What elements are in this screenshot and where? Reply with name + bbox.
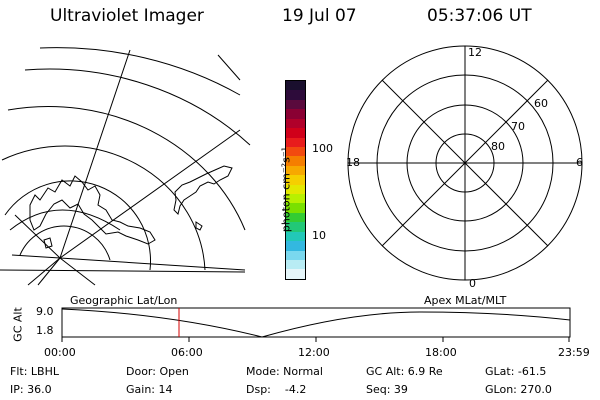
colorbar-segment: [286, 156, 305, 166]
colorbar-segment: [286, 90, 305, 100]
meridian: [11, 254, 61, 259]
lat-circle: [19, 225, 111, 261]
coastline: [195, 221, 203, 231]
colorbar-segment: [286, 128, 305, 138]
glon-value: GLon: 270.0: [485, 383, 552, 396]
colorbar-segment: [286, 194, 305, 204]
colorbar-segment: [286, 109, 305, 119]
meridian: [59, 49, 131, 259]
polar-label-top: 12: [468, 46, 482, 59]
lat-circle: [7, 106, 246, 231]
meridian: [59, 129, 241, 259]
lat-circle: [9, 209, 121, 231]
xtick-label-0600: 06:00: [171, 346, 203, 359]
meridian: [27, 257, 61, 286]
lat-circle: [4, 180, 151, 271]
polar-label-right: 6: [576, 156, 583, 169]
polar-lat-80: 80: [491, 140, 505, 153]
colorbar-segment: [286, 99, 305, 110]
altitude-curve: [61, 308, 571, 338]
colorbar-segment: [286, 118, 305, 129]
polar-lat-70: 70: [511, 120, 525, 133]
timeline-frame: [61, 307, 571, 338]
colorbar-segment: [286, 184, 305, 195]
colorbar-segment: [286, 212, 305, 223]
time-label: 05:37:06 UT: [427, 6, 532, 26]
door-value: Door: Open: [126, 365, 189, 378]
geographic-map: [0, 47, 251, 286]
coastline: [29, 175, 156, 245]
gc-alt-value: GC Alt: 6.9 Re: [366, 365, 443, 378]
coastline: [43, 237, 53, 249]
colorbar-segment: [286, 175, 305, 185]
lat-circle: [39, 47, 241, 96]
colorbar: [285, 80, 306, 280]
colorbar-segment: [286, 81, 305, 91]
instrument-title: Ultraviolet Imager: [50, 6, 204, 26]
xtick-label-1800: 18:00: [425, 346, 457, 359]
xtick-label-2359: 23:59: [558, 346, 590, 359]
colorbar-segment: [286, 231, 305, 242]
meridian: [59, 257, 246, 271]
meridian: [0, 269, 246, 273]
colorbar-segment: [286, 146, 305, 157]
polar-diagonal: [381, 79, 549, 247]
xtick-label-1200: 12:00: [298, 346, 330, 359]
lat-circle: [217, 54, 241, 81]
colorbar-tick-100: 100: [312, 142, 333, 155]
ip-value: IP: 36.0: [10, 383, 52, 396]
colorbar-segment: [286, 222, 305, 232]
polar-lat-60: 60: [534, 97, 548, 110]
gain-value: Gain: 14: [126, 383, 173, 396]
meridian: [37, 257, 61, 286]
colorbar-tick-10: 10: [312, 229, 326, 242]
colorbar-segment: [286, 241, 305, 251]
timeline-left-label: Geographic Lat/Lon: [70, 294, 178, 307]
seq-value: Seq: 39: [366, 383, 408, 396]
colorbar-segment: [286, 137, 305, 147]
colorbar-segment: [286, 165, 305, 176]
lat-circle: [24, 68, 251, 146]
timeline-ytick-bottom: 1.8: [36, 324, 54, 337]
colorbar-segment: [286, 203, 305, 213]
timeline-plot: [61, 307, 571, 342]
timeline-ytick-top: 9.0: [36, 305, 54, 318]
mode-value: Mode: Normal: [246, 365, 323, 378]
colorbar-segment: [286, 260, 305, 270]
filter-value: Flt: LBHL: [10, 365, 59, 378]
xtick-label-0000: 00:00: [44, 346, 76, 359]
meridian: [14, 214, 61, 259]
glat-value: GLat: -61.5: [485, 365, 547, 378]
colorbar-unit-label: photon cm⁻²s⁻¹: [279, 146, 293, 233]
colorbar-segment: [286, 250, 305, 261]
timeline-right-label: Apex MLat/MLT: [424, 294, 507, 307]
colorbar-segment: [286, 269, 305, 279]
date-label: 19 Jul 07: [282, 6, 357, 26]
polar-label-bottom: 0: [469, 277, 476, 290]
dsp-value: Dsp: -4.2: [246, 383, 307, 396]
coastline: [173, 165, 233, 215]
meridian: [59, 257, 96, 286]
polar-plot: [347, 45, 583, 281]
lat-circle: [1, 145, 206, 271]
polar-label-left: 18: [346, 156, 360, 169]
